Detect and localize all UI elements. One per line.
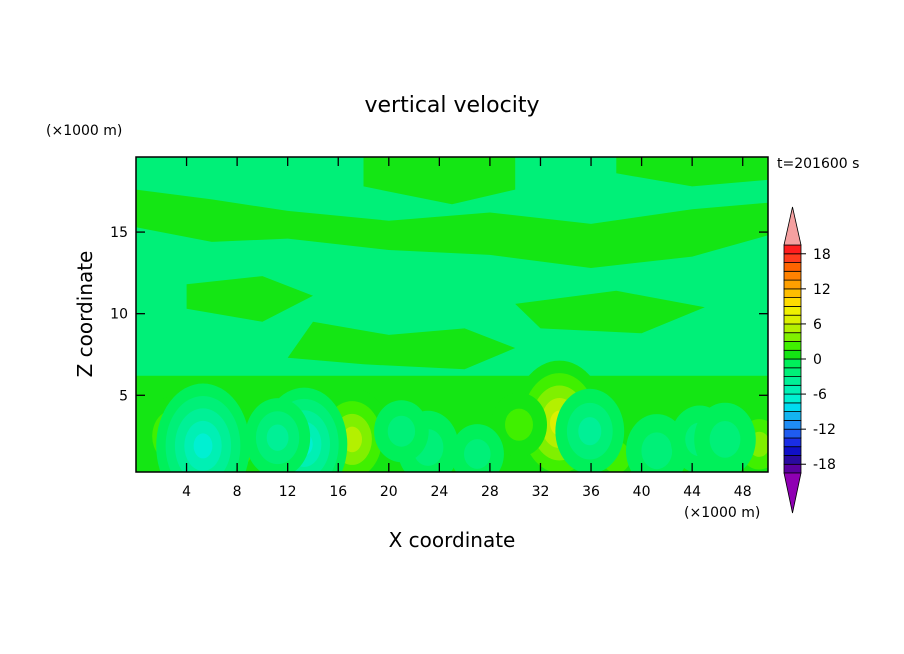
velocity-contour — [464, 439, 491, 469]
y-tick-label: 15 — [110, 225, 128, 241]
colorbar-over-arrow — [783, 206, 802, 246]
colorbar-swatch — [783, 297, 802, 307]
x-tick-label: 28 — [481, 484, 499, 500]
y-tick-label: 10 — [110, 307, 128, 323]
x-tick-label: 12 — [279, 484, 297, 500]
x-tick-label: 20 — [380, 484, 398, 500]
colorbar-swatch — [783, 384, 802, 395]
colorbar-tick-label: -12 — [813, 422, 836, 438]
contour-field — [136, 157, 768, 472]
velocity-contour — [578, 417, 602, 446]
x-tick-label: 40 — [633, 484, 651, 500]
colorbar-swatch — [783, 262, 802, 272]
velocity-contour — [193, 433, 213, 459]
colorbar-swatch — [783, 411, 802, 421]
chart-title: vertical velocity — [364, 93, 539, 118]
y-axis-ticks: 5 10 15 — [110, 225, 768, 404]
contour-band — [616, 157, 768, 187]
x-tick-label: 16 — [329, 484, 347, 500]
colorbar-swatch — [783, 279, 802, 290]
x-tick-label: 36 — [582, 484, 600, 500]
contour-band — [287, 321, 516, 370]
colorbar-swatch — [783, 314, 802, 325]
x-tick-label: 48 — [734, 484, 752, 500]
x-tick-label: 4 — [182, 484, 191, 500]
x-tick-label: 8 — [233, 484, 242, 500]
contour-band — [363, 157, 516, 205]
colorbar-swatch — [783, 323, 802, 334]
colorbar-swatch — [783, 244, 802, 255]
colorbar-swatch — [783, 455, 802, 465]
colorbar-tick-label: -6 — [813, 387, 827, 403]
y-tick-label: 5 — [119, 388, 128, 404]
colorbar-swatch — [783, 332, 802, 342]
x-axis-ticks: 4 8 12 16 20 24 28 32 36 40 44 48 — [182, 157, 752, 500]
colorbar-tick-label: 6 — [813, 317, 822, 333]
colorbar-tick-label: 18 — [813, 247, 831, 263]
time-label: t=201600 s — [777, 156, 859, 172]
velocity-contour — [266, 424, 289, 451]
colorbar-tick-label: 12 — [813, 282, 831, 298]
x-axis-label: X coordinate — [389, 528, 516, 552]
velocity-cells — [141, 360, 768, 472]
colorbar-swatch — [783, 376, 802, 386]
colorbar-swatch — [783, 402, 802, 412]
colorbar-swatch — [783, 358, 802, 369]
x-units-label: (×1000 m) — [684, 505, 760, 521]
velocity-contour — [709, 421, 741, 458]
plot-frame — [135, 156, 769, 473]
contour-band — [186, 276, 313, 322]
contour-band — [136, 189, 768, 268]
colorbar-swatch — [783, 446, 802, 456]
colorbar-swatch — [783, 341, 802, 351]
velocity-contour — [641, 432, 673, 470]
velocity-contour — [505, 408, 533, 441]
colorbar-under-arrow — [783, 472, 802, 514]
colorbar-swatch — [783, 437, 802, 448]
colorbar-tick-label: 0 — [813, 352, 822, 368]
y-units-label: (×1000 m) — [46, 123, 122, 139]
colorbar-swatch — [783, 305, 802, 316]
colorbar-swatch — [783, 349, 802, 360]
colorbar-swatch — [783, 428, 802, 439]
colorbar-swatch — [783, 367, 802, 377]
velocity-contour — [387, 415, 416, 447]
colorbar: -18 -12 -6 0 6 12 18 — [783, 206, 836, 514]
x-tick-label: 24 — [430, 484, 448, 500]
colorbar-swatch — [783, 419, 802, 430]
colorbar-swatch — [783, 463, 802, 474]
colorbar-swatch — [783, 288, 802, 298]
colorbar-swatch — [783, 253, 802, 264]
y-axis-label: Z coordinate — [73, 251, 97, 378]
colorbar-swatch — [783, 393, 802, 404]
colorbar-swatch — [783, 270, 802, 281]
x-tick-label: 32 — [532, 484, 550, 500]
x-tick-label: 44 — [683, 484, 701, 500]
contour-band — [515, 290, 705, 334]
colorbar-tick-label: -18 — [813, 457, 836, 473]
